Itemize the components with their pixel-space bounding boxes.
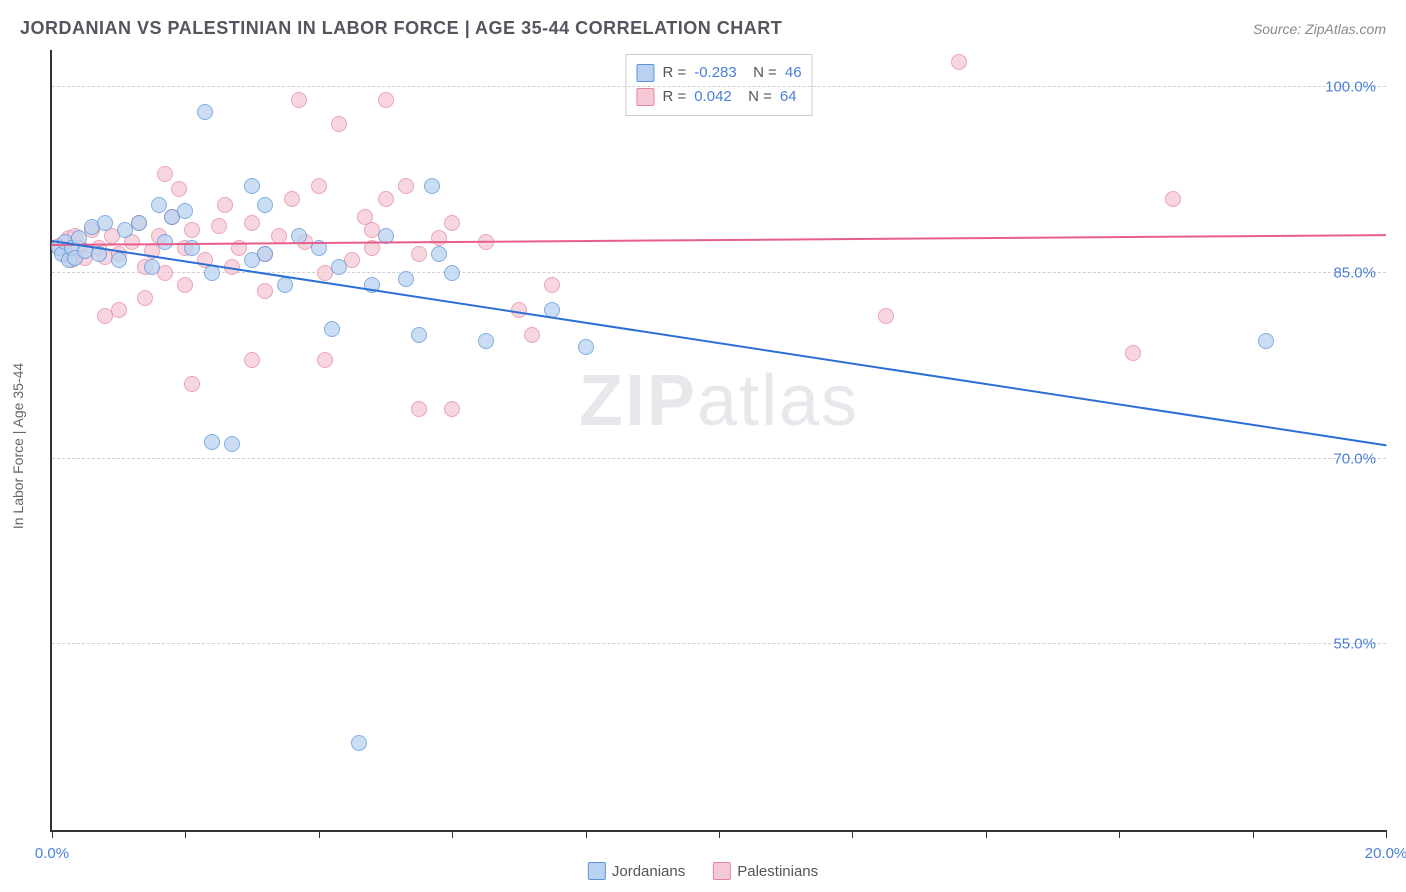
scatter-point-series2 [211, 218, 227, 234]
xtick [586, 830, 587, 838]
scatter-point-series2 [524, 327, 540, 343]
xtick [52, 830, 53, 838]
scatter-point-series2 [878, 308, 894, 324]
swatch-series1-icon [636, 64, 654, 82]
scatter-point-series2 [184, 222, 200, 238]
scatter-point-series1 [244, 178, 260, 194]
scatter-point-series1 [131, 215, 147, 231]
scatter-point-series2 [951, 54, 967, 70]
gridline [52, 86, 1386, 87]
y-axis-label: In Labor Force | Age 35-44 [10, 363, 26, 529]
scatter-point-series2 [244, 215, 260, 231]
scatter-point-series2 [137, 290, 153, 306]
legend-item-2: Palestinians [713, 862, 818, 880]
ytick-label: 85.0% [1333, 264, 1376, 281]
scatter-point-series2 [177, 277, 193, 293]
scatter-point-series2 [284, 191, 300, 207]
legend-label-1: Jordanians [612, 863, 685, 880]
scatter-point-series2 [184, 376, 200, 392]
xtick [452, 830, 453, 838]
scatter-point-series2 [257, 283, 273, 299]
scatter-point-series1 [331, 259, 347, 275]
scatter-point-series1 [398, 271, 414, 287]
scatter-point-series1 [157, 234, 173, 250]
regression-line-series1 [52, 240, 1386, 446]
scatter-point-series1 [444, 265, 460, 281]
xtick [1386, 830, 1387, 838]
scatter-point-series1 [257, 197, 273, 213]
xtick [1119, 830, 1120, 838]
xtick-label: 0.0% [35, 845, 69, 862]
legend-item-1: Jordanians [588, 862, 685, 880]
scatter-point-series1 [578, 339, 594, 355]
regression-line-series2 [52, 234, 1386, 246]
swatch-series2-icon [636, 88, 654, 106]
source-label: Source: ZipAtlas.com [1253, 21, 1386, 37]
xtick [719, 830, 720, 838]
scatter-point-series1 [424, 178, 440, 194]
scatter-point-series1 [277, 277, 293, 293]
scatter-point-series2 [444, 215, 460, 231]
xtick [319, 830, 320, 838]
plot-area: ZIPatlas R = -0.283 N = 46 R = 0.042 N =… [50, 50, 1386, 832]
watermark: ZIPatlas [579, 360, 859, 442]
scatter-point-series1 [97, 215, 113, 231]
scatter-point-series1 [151, 197, 167, 213]
scatter-point-series2 [1125, 345, 1141, 361]
scatter-point-series1 [431, 246, 447, 262]
ytick-label: 100.0% [1325, 79, 1376, 96]
scatter-point-series1 [204, 434, 220, 450]
scatter-point-series1 [324, 321, 340, 337]
scatter-point-series2 [544, 277, 560, 293]
stats-row-2: R = 0.042 N = 64 [636, 85, 801, 109]
scatter-point-series1 [197, 104, 213, 120]
scatter-point-series2 [291, 92, 307, 108]
scatter-point-series2 [317, 352, 333, 368]
xtick [1253, 830, 1254, 838]
legend-label-2: Palestinians [737, 863, 818, 880]
ytick-label: 70.0% [1333, 450, 1376, 467]
swatch-series1-icon [588, 862, 606, 880]
bottom-legend: Jordanians Palestinians [588, 862, 818, 880]
stats-legend: R = -0.283 N = 46 R = 0.042 N = 64 [625, 54, 812, 116]
scatter-point-series1 [177, 203, 193, 219]
scatter-point-series1 [144, 259, 160, 275]
stats-row-1: R = -0.283 N = 46 [636, 61, 801, 85]
scatter-point-series2 [1165, 191, 1181, 207]
scatter-point-series2 [311, 178, 327, 194]
scatter-point-series1 [257, 246, 273, 262]
scatter-point-series2 [331, 116, 347, 132]
scatter-point-series2 [431, 230, 447, 246]
xtick-label: 20.0% [1365, 845, 1406, 862]
scatter-point-series1 [411, 327, 427, 343]
gridline [52, 643, 1386, 644]
xtick [852, 830, 853, 838]
scatter-point-series1 [224, 436, 240, 452]
scatter-point-series2 [444, 401, 460, 417]
scatter-point-series2 [411, 401, 427, 417]
scatter-point-series2 [411, 246, 427, 262]
scatter-point-series2 [157, 166, 173, 182]
xtick [986, 830, 987, 838]
ytick-label: 55.0% [1333, 636, 1376, 653]
scatter-point-series1 [111, 252, 127, 268]
scatter-point-series2 [111, 302, 127, 318]
xtick [185, 830, 186, 838]
gridline [52, 458, 1386, 459]
scatter-point-series2 [217, 197, 233, 213]
scatter-point-series2 [378, 92, 394, 108]
scatter-point-series1 [1258, 333, 1274, 349]
scatter-point-series2 [171, 181, 187, 197]
swatch-series2-icon [713, 862, 731, 880]
scatter-point-series2 [378, 191, 394, 207]
scatter-point-series1 [351, 735, 367, 751]
scatter-point-series2 [398, 178, 414, 194]
chart-title: JORDANIAN VS PALESTINIAN IN LABOR FORCE … [20, 18, 782, 39]
scatter-point-series1 [478, 333, 494, 349]
scatter-point-series2 [244, 352, 260, 368]
